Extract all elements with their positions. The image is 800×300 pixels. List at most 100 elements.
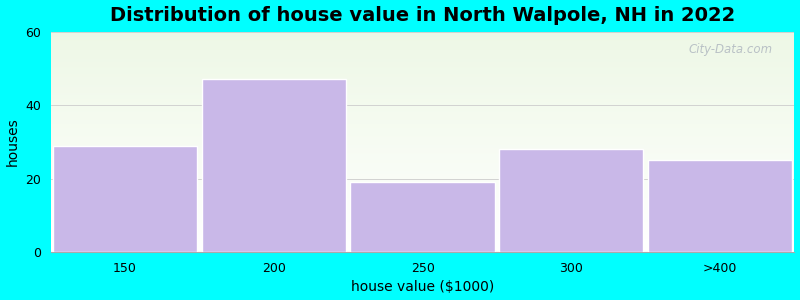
Bar — [50, 171, 794, 172]
Bar — [50, 38, 794, 39]
Bar — [50, 179, 794, 181]
Bar — [50, 150, 794, 151]
Bar — [50, 153, 794, 154]
Bar — [50, 216, 794, 217]
Bar — [50, 143, 794, 144]
Bar — [50, 131, 794, 132]
Bar — [50, 147, 794, 148]
Bar — [50, 133, 794, 134]
Bar — [50, 251, 794, 252]
Bar — [50, 125, 794, 127]
Bar — [50, 58, 794, 59]
Bar — [50, 231, 794, 232]
Bar — [50, 167, 794, 168]
Bar — [50, 237, 794, 238]
Bar — [50, 60, 794, 62]
Bar — [50, 80, 794, 81]
Bar — [50, 48, 794, 49]
Bar — [50, 222, 794, 224]
Bar — [50, 97, 794, 98]
Bar — [50, 218, 794, 219]
Bar — [50, 74, 794, 75]
Bar — [50, 198, 794, 199]
Bar — [50, 106, 794, 108]
Bar — [50, 225, 794, 226]
Bar — [50, 104, 794, 106]
Bar — [50, 111, 794, 112]
Bar — [50, 76, 794, 77]
Bar — [50, 215, 794, 216]
Bar — [50, 120, 794, 121]
Bar — [50, 207, 794, 208]
Bar — [50, 100, 794, 101]
Bar — [50, 241, 794, 242]
Bar — [50, 197, 794, 198]
Bar — [50, 194, 794, 195]
Bar — [50, 96, 794, 97]
Bar — [50, 40, 794, 42]
Bar — [50, 172, 794, 173]
Bar — [50, 136, 794, 137]
Bar — [53, 146, 198, 252]
Bar — [50, 117, 794, 118]
Bar — [50, 189, 794, 190]
Bar — [50, 233, 794, 235]
Bar — [50, 160, 794, 161]
Bar — [50, 173, 794, 174]
Bar — [50, 101, 794, 102]
Bar — [50, 36, 794, 37]
Bar — [50, 236, 794, 237]
Bar — [50, 81, 794, 83]
Bar — [50, 44, 794, 45]
Bar — [50, 37, 794, 38]
Bar — [50, 249, 794, 250]
Bar — [50, 166, 794, 167]
Bar — [50, 240, 794, 241]
Bar — [50, 228, 794, 229]
Bar — [50, 219, 794, 220]
Bar — [50, 142, 794, 143]
Bar — [50, 98, 794, 99]
Bar — [50, 114, 794, 116]
Bar — [50, 93, 794, 94]
Bar — [50, 229, 794, 230]
Bar — [50, 59, 794, 60]
Bar — [50, 226, 794, 227]
Bar — [50, 174, 794, 175]
Bar — [50, 78, 794, 79]
Bar — [50, 185, 794, 186]
Bar — [350, 182, 494, 252]
Bar — [50, 47, 794, 48]
Bar — [50, 169, 794, 171]
Bar — [50, 35, 794, 36]
Bar — [50, 243, 794, 244]
Bar — [50, 85, 794, 86]
Bar — [50, 154, 794, 155]
Bar — [50, 205, 794, 206]
Bar — [50, 235, 794, 236]
Bar — [50, 109, 794, 110]
Bar — [50, 64, 794, 65]
Bar — [50, 61, 794, 62]
Bar — [50, 92, 794, 93]
Bar — [50, 177, 794, 178]
Bar — [50, 140, 794, 141]
Bar — [50, 224, 794, 225]
Bar — [50, 168, 794, 169]
Bar — [50, 208, 794, 209]
Bar — [50, 193, 794, 194]
Bar — [50, 156, 794, 158]
Bar — [50, 66, 794, 67]
Bar — [50, 43, 794, 44]
Bar — [50, 195, 794, 196]
Bar — [50, 204, 794, 205]
Bar — [50, 67, 794, 68]
Bar — [50, 246, 794, 247]
Bar — [50, 145, 794, 146]
Bar — [50, 65, 794, 66]
Bar — [50, 165, 794, 166]
Bar — [50, 163, 794, 164]
Bar — [50, 108, 794, 109]
Bar — [50, 128, 794, 129]
Bar — [50, 56, 794, 57]
